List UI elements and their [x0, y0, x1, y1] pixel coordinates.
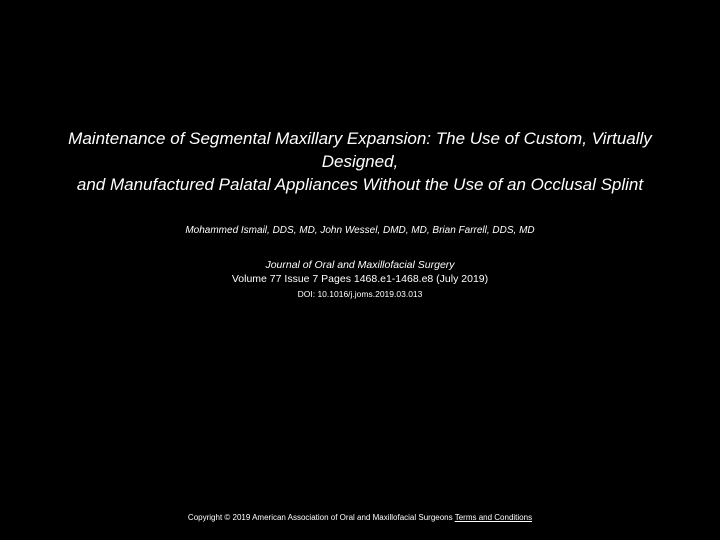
paper-title: Maintenance of Segmental Maxillary Expan…	[30, 128, 690, 197]
volume-info: Volume 77 Issue 7 Pages 1468.e1-1468.e8 …	[30, 272, 690, 286]
title-block: Maintenance of Segmental Maxillary Expan…	[30, 128, 690, 299]
terms-link[interactable]: Terms and Conditions	[455, 513, 532, 522]
doi: DOI: 10.1016/j.joms.2019.03.013	[30, 289, 690, 299]
copyright-text: Copyright © 2019 American Association of…	[188, 513, 453, 522]
journal-name: Journal of Oral and Maxillofacial Surger…	[30, 258, 690, 272]
footer: Copyright © 2019 American Association of…	[0, 513, 720, 522]
title-line-1: Maintenance of Segmental Maxillary Expan…	[68, 129, 652, 171]
authors: Mohammed Ismail, DDS, MD, John Wessel, D…	[30, 225, 690, 236]
journal-block: Journal of Oral and Maxillofacial Surger…	[30, 258, 690, 299]
title-line-2: and Manufactured Palatal Appliances With…	[77, 175, 643, 194]
